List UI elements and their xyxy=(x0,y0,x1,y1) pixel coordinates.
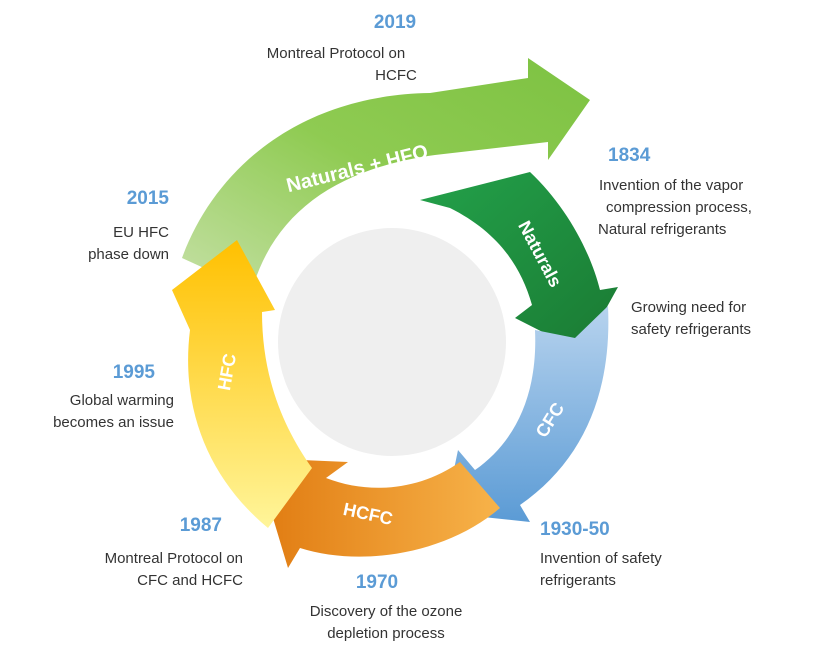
desc-1995-line1: Global warming xyxy=(70,392,174,409)
milestone-1987: 1987 Montreal Protocol on CFC and HCFC xyxy=(105,515,244,589)
desc-growing-line2: safety refrigerants xyxy=(631,321,751,338)
milestone-1970: 1970 Discovery of the ozone depletion pr… xyxy=(310,572,463,642)
desc-2015-line2: phase down xyxy=(88,246,169,263)
arrow-hfc xyxy=(172,240,312,528)
arrow-hcfc xyxy=(255,458,500,568)
milestone-1930-50: 1930-50 Invention of safety refrigerants xyxy=(540,519,662,589)
year-1970: 1970 xyxy=(356,572,398,593)
desc-1995-line2: becomes an issue xyxy=(53,414,174,431)
arrow-naturals xyxy=(420,172,618,352)
desc-1930-line1: Invention of safety xyxy=(540,550,662,567)
desc-2019-line1: Montreal Protocol on xyxy=(267,45,405,62)
arrow-naturals-hfo xyxy=(182,58,590,290)
year-2015: 2015 xyxy=(127,188,170,209)
desc-1834-line1: Invention of the vapor xyxy=(599,177,743,194)
desc-1970-line1: Discovery of the ozone xyxy=(310,603,463,620)
desc-2015-line1: EU HFC xyxy=(113,224,169,241)
desc-1834-line3: Natural refrigerants xyxy=(598,221,726,238)
arrow-cfc xyxy=(445,306,609,522)
milestone-1834: 1834 Invention of the vapor compression … xyxy=(598,145,752,238)
desc-1834-line2: compression process, xyxy=(606,199,752,216)
desc-1970-line2: depletion process xyxy=(327,625,445,642)
year-2019: 2019 xyxy=(374,12,416,33)
year-1987: 1987 xyxy=(180,515,222,536)
desc-1987-line1: Montreal Protocol on xyxy=(105,550,243,567)
desc-1987-line2: CFC and HCFC xyxy=(137,572,243,589)
milestone-growing-need: Growing need for safety refrigerants xyxy=(631,299,751,338)
desc-1930-line2: refrigerants xyxy=(540,572,616,589)
year-1995: 1995 xyxy=(113,362,156,383)
year-1834: 1834 xyxy=(608,145,651,166)
milestone-1995: 1995 Global warming becomes an issue xyxy=(53,362,174,431)
milestone-2019: 2019 Montreal Protocol on HCFC xyxy=(267,12,417,84)
center-circle xyxy=(278,228,506,456)
desc-growing-line1: Growing need for xyxy=(631,299,746,316)
year-1930-50: 1930-50 xyxy=(540,519,610,540)
milestone-2015: 2015 EU HFC phase down xyxy=(88,188,169,263)
desc-2019-line2: HCFC xyxy=(375,67,417,84)
